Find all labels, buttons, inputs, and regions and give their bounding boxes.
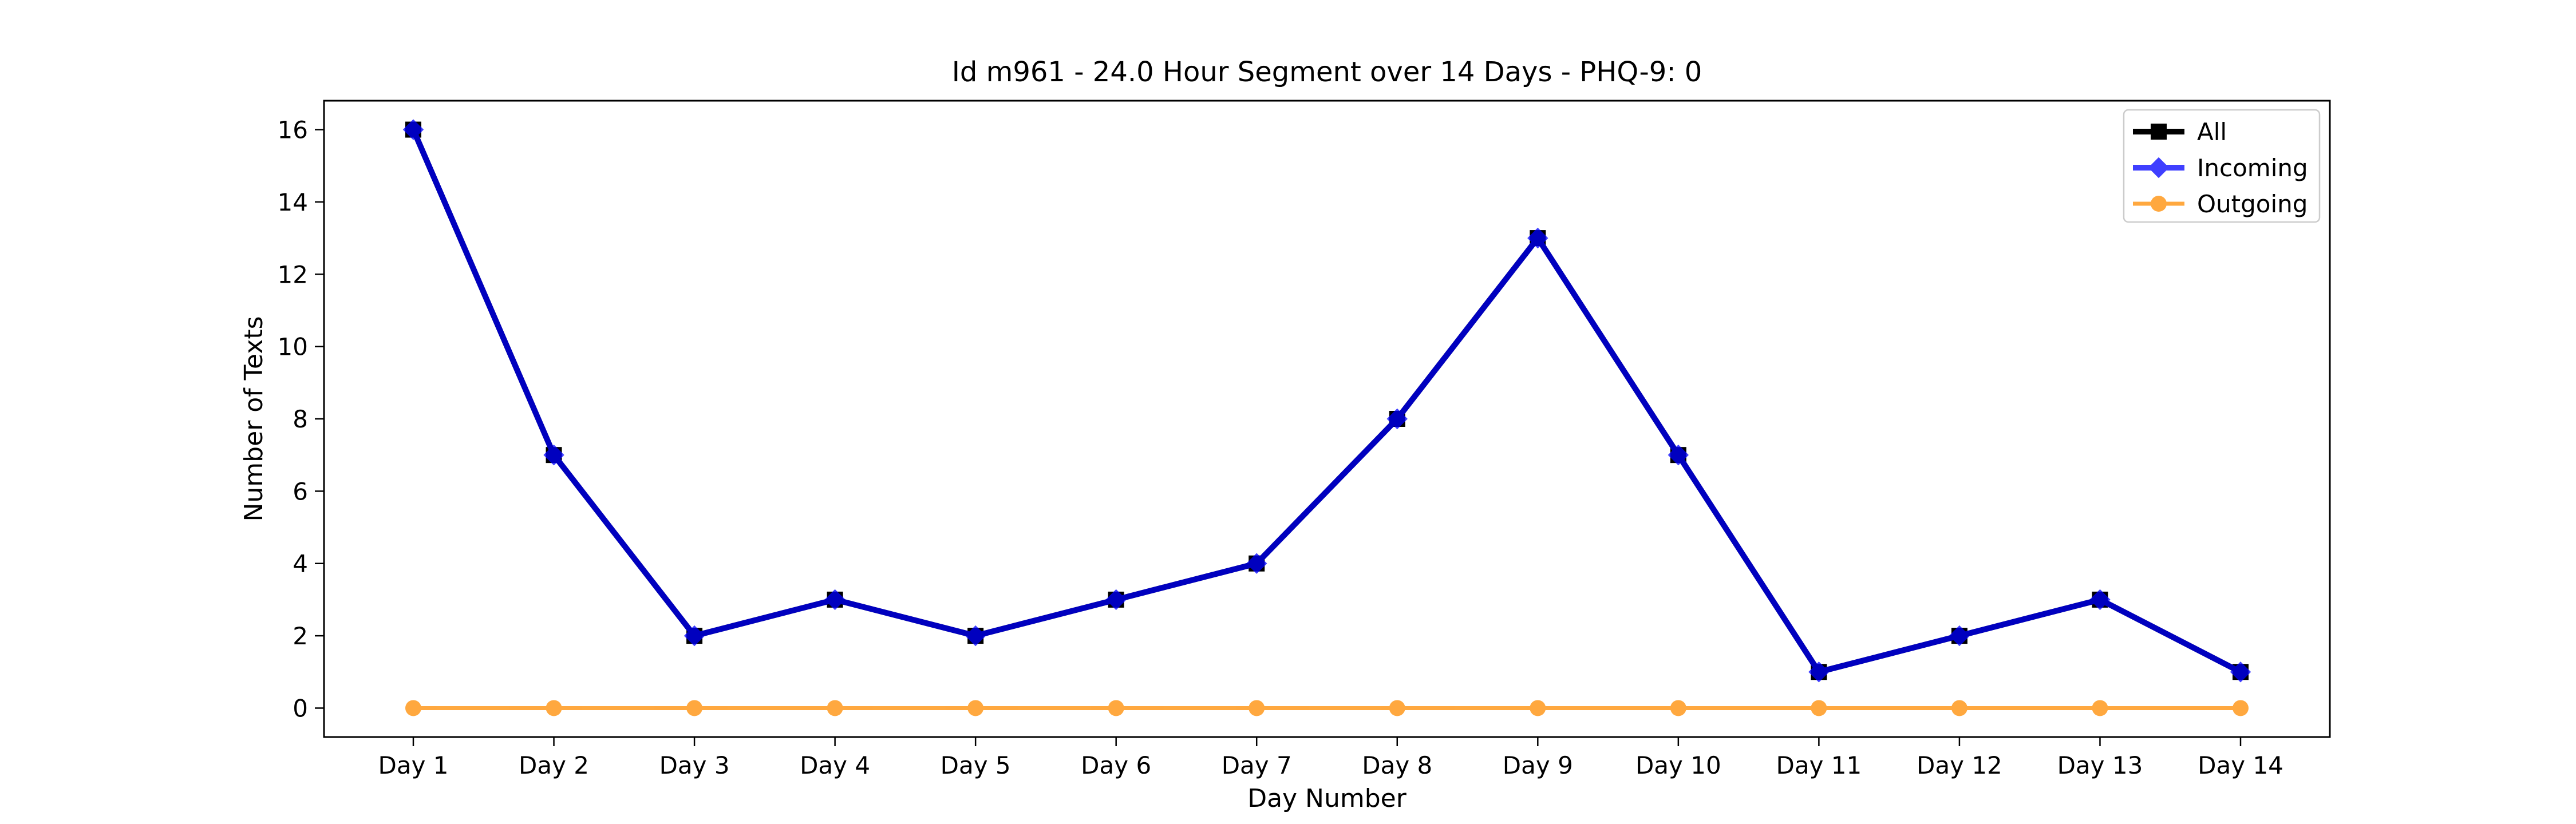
- x-tick-label: Day 6: [1081, 751, 1151, 779]
- legend-marker: [2148, 157, 2170, 179]
- series-line-all: [410, 128, 2242, 675]
- x-tick-label: Day 5: [941, 751, 1011, 779]
- y-tick-label: 6: [293, 477, 308, 505]
- data-point-outgoing: [2233, 700, 2249, 716]
- series-line-incoming: [410, 128, 2242, 675]
- data-point-incoming: [1668, 444, 1689, 466]
- chart-title: Id m961 - 24.0 Hour Segment over 14 Days…: [952, 56, 1702, 88]
- x-tick-label: Day 9: [1503, 751, 1573, 779]
- data-point-incoming: [1386, 408, 1408, 430]
- data-point-outgoing: [546, 700, 562, 716]
- x-tick-label: Day 7: [1222, 751, 1292, 779]
- data-point-outgoing: [1530, 700, 1546, 716]
- data-point-incoming: [402, 119, 424, 140]
- x-tick-label: Day 14: [2198, 751, 2283, 779]
- y-tick-label: 12: [278, 260, 308, 288]
- series-incoming: [402, 119, 2251, 683]
- data-point-outgoing: [1108, 700, 1124, 716]
- data-point-outgoing: [405, 700, 421, 716]
- data-point-incoming: [543, 444, 564, 466]
- data-point-outgoing: [1670, 700, 1686, 716]
- data-point-outgoing: [827, 700, 843, 716]
- series-all: [405, 121, 2249, 680]
- y-tick-label: 8: [293, 405, 308, 433]
- legend-key-outgoing: [2133, 196, 2184, 212]
- x-tick-label: Day 11: [1776, 751, 1862, 779]
- y-tick-label: 2: [293, 622, 308, 650]
- data-point-incoming: [1246, 553, 1267, 574]
- series-layer: [402, 119, 2251, 716]
- y-tick-label: 10: [278, 333, 308, 361]
- legend-label: Outgoing: [2197, 190, 2308, 218]
- legend-label: Incoming: [2197, 154, 2308, 182]
- legend: All Incoming Outgoing: [2123, 109, 2321, 223]
- y-tick-label: 16: [278, 116, 308, 144]
- plot-area-frame: [323, 100, 2331, 738]
- y-tick-label: 0: [293, 694, 308, 722]
- legend-key-incoming: [2133, 157, 2184, 179]
- data-point-incoming: [2230, 661, 2251, 683]
- axis-ticks: 0 2 4 6 8 10 12 14 16 Day 1 Day 2 Day 3 Day 4 Day 5 Da…: [278, 116, 2283, 779]
- x-tick-label: Day 8: [1362, 751, 1432, 779]
- x-tick-label: Day 3: [659, 751, 730, 779]
- x-tick-label: Day 12: [1917, 751, 2002, 779]
- x-tick-label: Day 2: [519, 751, 589, 779]
- data-point-incoming: [2089, 589, 2111, 611]
- data-point-outgoing: [1951, 700, 1967, 716]
- data-point-incoming: [1949, 625, 1970, 647]
- data-point-outgoing: [967, 700, 984, 716]
- x-axis-label: Day Number: [1247, 784, 1407, 813]
- data-point-incoming: [1105, 589, 1127, 611]
- y-tick-label: 4: [293, 550, 308, 578]
- data-point-incoming: [965, 625, 986, 647]
- data-point-outgoing: [1811, 700, 1827, 716]
- x-tick-label: Day 13: [2057, 751, 2143, 779]
- legend-box: [2123, 109, 2321, 223]
- y-axis-label: Number of Texts: [239, 316, 268, 521]
- data-point-incoming: [1527, 227, 1548, 249]
- legend-marker: [2151, 124, 2167, 140]
- series-outgoing: [405, 700, 2249, 716]
- x-tick-label: Day 10: [1635, 751, 1721, 779]
- data-point-outgoing: [1389, 700, 1405, 716]
- y-tick-label: 14: [278, 188, 308, 216]
- data-point-outgoing: [1249, 700, 1265, 716]
- legend-marker: [2151, 196, 2167, 212]
- data-point-incoming: [683, 625, 705, 647]
- x-tick-label: Day 4: [800, 751, 870, 779]
- legend-label: All: [2197, 118, 2227, 146]
- legend-key-all: [2133, 124, 2184, 140]
- data-point-outgoing: [2092, 700, 2108, 716]
- data-point-incoming: [1808, 661, 1830, 683]
- x-tick-label: Day 1: [378, 751, 448, 779]
- data-point-incoming: [824, 589, 846, 611]
- data-point-outgoing: [686, 700, 703, 716]
